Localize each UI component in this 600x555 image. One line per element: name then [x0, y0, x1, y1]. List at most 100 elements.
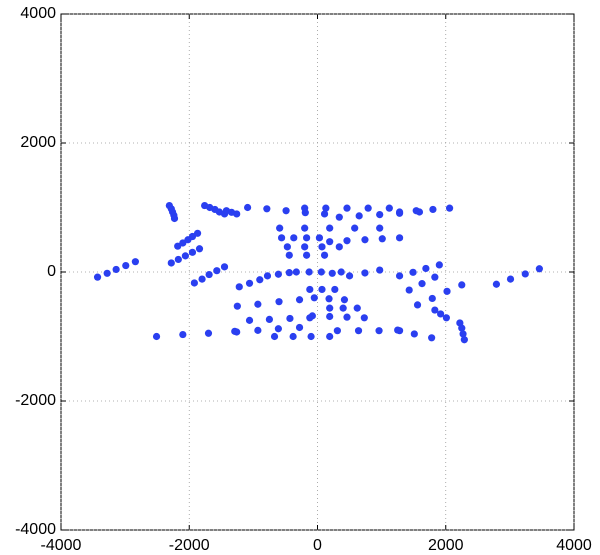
point — [378, 235, 386, 243]
point — [428, 294, 436, 303]
point — [412, 207, 420, 215]
point — [376, 266, 384, 274]
point — [326, 304, 334, 312]
point — [308, 312, 316, 320]
point — [290, 234, 298, 242]
point — [435, 261, 443, 269]
point — [375, 327, 383, 335]
x-tick-label: 2000 — [428, 537, 464, 554]
point — [233, 210, 241, 218]
point — [318, 285, 326, 294]
point — [122, 261, 130, 270]
point — [339, 304, 347, 312]
point — [431, 306, 439, 314]
point — [361, 269, 369, 277]
point — [431, 273, 439, 281]
point — [263, 205, 271, 213]
point — [443, 287, 451, 295]
point — [331, 285, 339, 294]
point — [205, 270, 213, 279]
point — [354, 327, 363, 335]
point — [307, 332, 315, 341]
point — [245, 279, 254, 287]
point — [301, 224, 309, 232]
point — [302, 234, 311, 242]
point — [198, 275, 206, 283]
point — [263, 272, 272, 280]
point — [302, 251, 311, 259]
point — [305, 268, 313, 276]
x-tick-label: 0 — [313, 537, 322, 554]
point — [289, 332, 297, 341]
point — [394, 326, 402, 334]
point — [326, 312, 334, 321]
point — [283, 243, 291, 251]
point — [422, 264, 430, 273]
point — [320, 251, 329, 259]
y-tick-label: 2000 — [20, 134, 56, 151]
point — [409, 268, 417, 276]
point — [292, 268, 300, 276]
point — [295, 323, 304, 332]
point — [429, 205, 437, 214]
y-tick-label: 4000 — [20, 5, 56, 22]
point — [179, 239, 187, 247]
point — [277, 234, 286, 242]
point — [256, 276, 264, 284]
point — [235, 283, 243, 291]
point — [181, 252, 190, 260]
point — [445, 204, 454, 212]
point — [325, 295, 333, 303]
point — [405, 286, 413, 294]
point — [413, 301, 422, 309]
point — [521, 270, 529, 278]
point — [343, 313, 351, 321]
point — [318, 243, 326, 251]
y-tick-label: -4000 — [15, 521, 56, 538]
point — [285, 269, 293, 277]
point — [395, 234, 404, 242]
point — [274, 270, 282, 278]
point — [353, 304, 361, 312]
point — [458, 324, 466, 332]
point — [274, 325, 282, 333]
point — [442, 314, 450, 322]
point — [317, 268, 325, 276]
point — [340, 296, 349, 304]
point — [301, 243, 309, 251]
point — [535, 265, 543, 273]
point — [193, 229, 202, 237]
point — [285, 251, 293, 259]
point — [204, 329, 213, 337]
point — [220, 263, 229, 271]
point — [333, 327, 341, 335]
point — [270, 332, 279, 341]
point — [437, 310, 445, 318]
point — [282, 207, 290, 215]
point — [179, 330, 187, 339]
point — [295, 296, 304, 304]
point — [254, 300, 262, 308]
point — [458, 281, 466, 289]
point — [410, 330, 418, 338]
point — [190, 279, 198, 287]
point — [265, 315, 274, 324]
point — [275, 298, 283, 306]
point — [364, 204, 372, 212]
point — [195, 245, 204, 253]
point — [395, 208, 404, 216]
point — [322, 204, 330, 212]
point — [174, 242, 182, 250]
point — [306, 285, 314, 294]
point — [310, 294, 318, 302]
point — [170, 214, 179, 223]
point — [174, 255, 182, 264]
point — [506, 275, 515, 283]
point — [335, 213, 343, 221]
point — [231, 327, 239, 335]
point — [276, 224, 284, 232]
point — [167, 259, 175, 267]
point — [376, 210, 384, 219]
point — [459, 330, 467, 338]
